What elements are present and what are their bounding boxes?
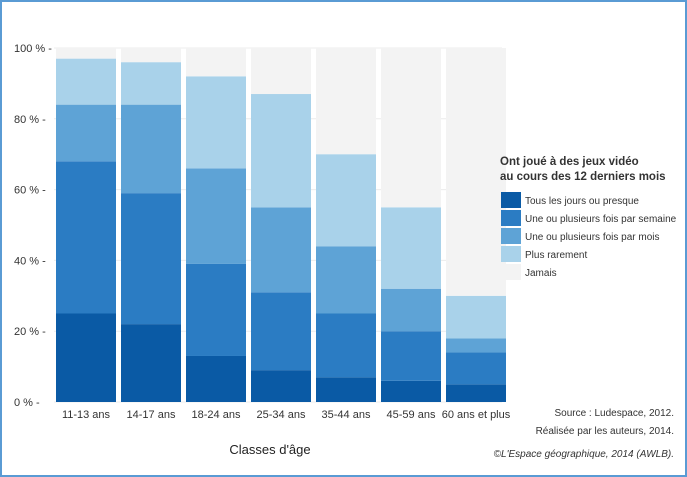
legend: Ont joué à des jeux vidéo au cours des 1…: [500, 156, 677, 280]
source-line-1: Source : Ludespace, 2012.: [554, 408, 674, 419]
bar-segment: [186, 263, 246, 356]
bar-segment: [316, 48, 376, 155]
bar-segment: [316, 313, 376, 378]
y-tick-label: 60 % -: [14, 185, 46, 197]
bar-group-4: [251, 48, 311, 402]
legend-label: Une ou plusieurs fois par mois: [525, 232, 660, 243]
legend-label: Plus rarement: [525, 250, 587, 261]
bar-segment: [251, 292, 311, 371]
bar-group-7: [446, 48, 506, 402]
bar-segment: [186, 48, 246, 77]
bar-segment: [186, 76, 246, 169]
x-axis-label: Classes d'âge: [229, 442, 310, 457]
bar-segment: [251, 94, 311, 208]
legend-item: Tous les jours ou presque: [501, 192, 639, 208]
x-tick-label: 35-44 ans: [322, 409, 371, 421]
bar-segment: [381, 380, 441, 402]
bar-group-3: [186, 48, 246, 402]
legend-swatch: [501, 210, 521, 226]
legend-item: Plus rarement: [501, 246, 587, 262]
bar-group-6: [381, 48, 441, 402]
legend-title-line-1: Ont joué à des jeux vidéo: [500, 156, 639, 168]
bar-segment: [316, 154, 376, 247]
bar-segment: [251, 48, 311, 95]
source-note: Source : Ludespace, 2012. Réalisée par l…: [494, 408, 674, 460]
bar-segment: [56, 313, 116, 402]
legend-item: Une ou plusieurs fois par mois: [501, 228, 660, 244]
x-axis-ticks: 11-13 ans 14-17 ans 18-24 ans 25-34 ans 35-4…: [62, 409, 511, 421]
bar-segment: [251, 207, 311, 293]
y-tick-label: 20 % -: [14, 326, 46, 338]
source-line-3: ©L'Espace géographique, 2014 (AWLB).: [494, 449, 674, 460]
bar-segment: [316, 377, 376, 402]
legend-swatch: [501, 192, 521, 208]
legend-swatch: [501, 246, 521, 262]
bar-segment: [381, 207, 441, 289]
y-tick-label: 100 % -: [14, 43, 52, 55]
x-tick-label: 11-13 ans: [62, 409, 111, 421]
legend-swatch: [501, 228, 521, 244]
bar-group-5: [316, 48, 376, 402]
bar-segment: [381, 331, 441, 381]
legend-item: Jamais: [501, 264, 557, 280]
bar-segment: [381, 48, 441, 208]
x-tick-label: 45-59 ans: [387, 409, 436, 421]
y-tick-label: 0 % -: [14, 397, 40, 409]
x-tick-label: 18-24 ans: [192, 409, 241, 421]
x-tick-label: 25-34 ans: [257, 409, 306, 421]
bars: [56, 48, 506, 402]
bar-segment: [56, 104, 116, 162]
x-tick-label: 14-17 ans: [127, 409, 176, 421]
y-tick-label: 80 % -: [14, 114, 46, 126]
bar-segment: [446, 338, 506, 353]
y-axis-ticks: 0 % - 20 % - 40 % - 60 % - 80 % - 100 % -: [14, 43, 52, 409]
bar-segment: [56, 161, 116, 314]
bar-segment: [121, 324, 181, 402]
y-tick-label: 40 % -: [14, 255, 46, 267]
source-line-2: Réalisée par les auteurs, 2014.: [536, 426, 674, 437]
bar-segment: [446, 384, 506, 402]
bar-segment: [186, 168, 246, 264]
bar-group-1: [56, 48, 116, 402]
bar-segment: [446, 352, 506, 385]
bar-segment: [121, 193, 181, 325]
legend-swatch: [501, 264, 521, 280]
bar-segment: [381, 288, 441, 332]
legend-title-line-2: au cours des 12 derniers mois: [500, 171, 666, 183]
bar-segment: [121, 62, 181, 105]
bar-segment: [251, 370, 311, 402]
bar-segment: [121, 104, 181, 194]
bar-segment: [446, 295, 506, 339]
legend-label: Tous les jours ou presque: [525, 196, 639, 207]
legend-label: Une ou plusieurs fois par semaine: [525, 214, 677, 225]
bar-segment: [56, 48, 116, 59]
bar-group-2: [121, 48, 181, 402]
bar-segment: [186, 355, 246, 402]
legend-item: Une ou plusieurs fois par semaine: [501, 210, 677, 226]
legend-label: Jamais: [525, 268, 557, 279]
bar-segment: [316, 246, 376, 314]
bar-segment: [56, 58, 116, 105]
x-tick-label: 60 ans et plus: [442, 409, 511, 421]
bar-segment: [121, 48, 181, 63]
bar-segment: [446, 48, 506, 296]
